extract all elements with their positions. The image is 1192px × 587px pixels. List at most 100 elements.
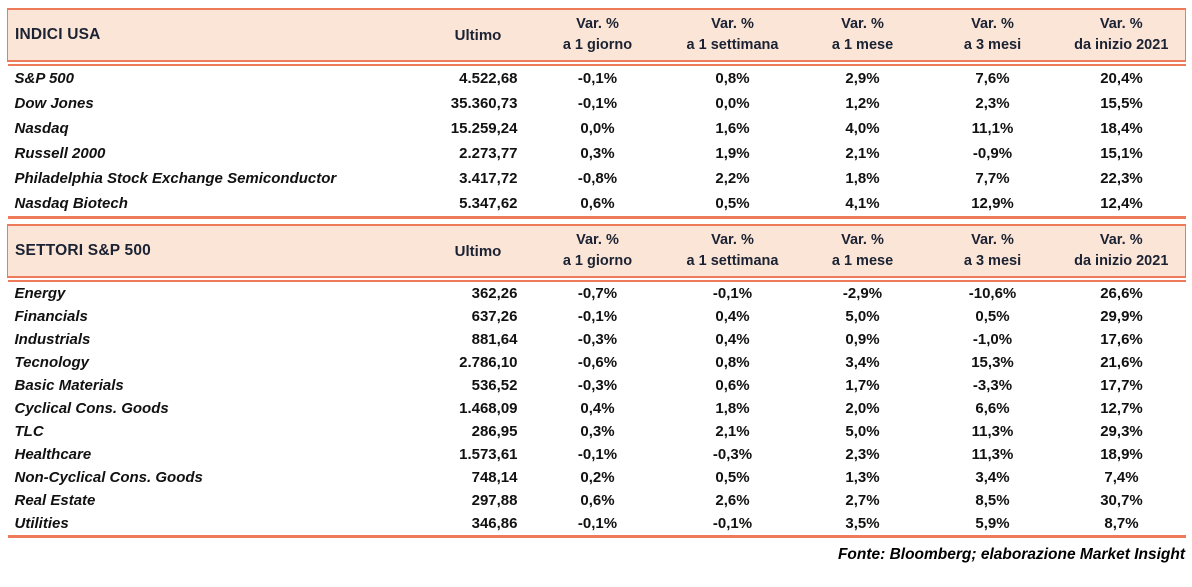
- col-header-var-1-settimana: Var. % a 1 settimana: [667, 8, 798, 62]
- var-cell: -0,3%: [577, 377, 618, 394]
- col-header-var-1-settimana: Var. % a 1 settimana: [667, 224, 798, 278]
- row-name-cell: Financials: [14, 308, 88, 325]
- ultimo-cell: 881,64: [471, 331, 518, 348]
- var-cell: 3,4%: [845, 354, 880, 371]
- ultimo-cell: 346,86: [428, 512, 528, 538]
- var-cell: 0,0%: [715, 95, 750, 112]
- var-cell: 2,6%: [715, 492, 750, 509]
- indici-usa-table: INDICI USA Ultimo Var. % a 1 giorno Var.…: [7, 8, 1186, 219]
- var-cell: -0,1%: [577, 95, 618, 112]
- row-name-cell: Philadelphia Stock Exchange Semiconducto…: [14, 170, 337, 187]
- var-cell: 11,1%: [971, 120, 1014, 137]
- ultimo-cell: 5.347,62: [428, 191, 528, 219]
- table-row: Real Estate 297,88 0,6% 2,6% 2,7% 8,5% 3…: [8, 489, 1186, 512]
- var-cell: -0,7%: [577, 285, 618, 302]
- col-header-line2: a 1 mese: [831, 37, 894, 53]
- col-header-line1: Var. %: [576, 232, 619, 248]
- var-cell: 0,8%: [715, 354, 750, 371]
- ultimo-cell: 1.573,61: [459, 446, 518, 463]
- table-row: Healthcare 1.573,61 -0,1% -0,3% 2,3% 11,…: [8, 443, 1186, 466]
- var-cell: 17,7%: [1100, 377, 1143, 394]
- row-name-cell: Basic Materials: [14, 377, 124, 394]
- col-header-ultimo: Ultimo: [428, 224, 528, 278]
- col-header-line2: a 1 settimana: [686, 37, 779, 53]
- table-row: Cyclical Cons. Goods 1.468,09 0,4% 1,8% …: [8, 397, 1186, 420]
- ultimo-cell: 3.417,72: [459, 170, 518, 187]
- row-name-cell: Nasdaq: [14, 120, 69, 137]
- var-cell: -0,1%: [712, 285, 753, 302]
- var-cell: -0,9%: [972, 145, 1013, 162]
- var-cell: 20,4%: [1100, 70, 1143, 87]
- var-cell: 15,5%: [1100, 95, 1143, 112]
- var-cell: 22,3%: [1100, 170, 1143, 187]
- settori-sp500-table: SETTORI S&P 500 Ultimo Var. % a 1 giorno…: [7, 224, 1186, 538]
- var-cell: 12,4%: [1057, 191, 1186, 219]
- var-cell: -0,6%: [577, 354, 618, 371]
- double-rule: [7, 277, 1186, 282]
- table-row: TLC 286,95 0,3% 2,1% 5,0% 11,3% 29,3%: [8, 420, 1186, 443]
- var-cell: 0,2%: [580, 469, 615, 486]
- row-name-cell: Russell 2000: [14, 145, 106, 162]
- col-header-line1: Var. %: [1099, 16, 1143, 32]
- ultimo-cell: 2.273,77: [459, 145, 518, 162]
- var-cell: -10,6%: [968, 285, 1017, 302]
- indici-usa-header-row: INDICI USA Ultimo Var. % a 1 giorno Var.…: [7, 8, 1186, 62]
- var-cell: 0,5%: [667, 191, 798, 219]
- var-cell: 3,4%: [975, 469, 1010, 486]
- table-row: Tecnology 2.786,10 -0,6% 0,8% 3,4% 15,3%…: [8, 351, 1186, 374]
- table-row: S&P 500 4.522,68 -0,1% 0,8% 2,9% 7,6% 20…: [8, 65, 1186, 91]
- col-header-line1: Var. %: [711, 232, 754, 248]
- var-cell: 7,4%: [1104, 469, 1139, 486]
- var-cell: 0,5%: [715, 469, 750, 486]
- table-row: Basic Materials 536,52 -0,3% 0,6% 1,7% -…: [8, 374, 1186, 397]
- var-cell: 0,3%: [580, 423, 615, 440]
- table-row: Financials 637,26 -0,1% 0,4% 5,0% 0,5% 2…: [8, 305, 1186, 328]
- var-cell: 29,3%: [1100, 423, 1143, 440]
- var-cell: 21,6%: [1100, 354, 1143, 371]
- var-cell: 0,9%: [845, 331, 880, 348]
- col-header-line1: Var. %: [1099, 232, 1143, 248]
- var-cell: 2,9%: [845, 70, 880, 87]
- var-cell: 15,3%: [971, 354, 1014, 371]
- col-header-var-3-mesi: Var. % a 3 mesi: [927, 8, 1058, 62]
- source-note: Fonte: Bloomberg; elaborazione Market In…: [837, 546, 1185, 563]
- var-cell: 0,6%: [715, 377, 750, 394]
- table-row: Nasdaq 15.259,24 0,0% 1,6% 4,0% 11,1% 18…: [8, 116, 1186, 141]
- col-header-line1: Var. %: [971, 16, 1014, 32]
- col-header-var-3-mesi: Var. % a 3 mesi: [927, 224, 1058, 278]
- var-cell: 11,3%: [971, 446, 1014, 463]
- col-header-var-1-mese: Var. % a 1 mese: [797, 224, 928, 278]
- var-cell: 12,9%: [927, 191, 1058, 219]
- col-header-var-1-mese: Var. % a 1 mese: [797, 8, 928, 62]
- var-cell: 6,6%: [975, 400, 1010, 417]
- var-cell: -0,3%: [712, 446, 753, 463]
- col-header-line1: Var. %: [971, 232, 1014, 248]
- col-header-line2: a 1 giorno: [562, 253, 633, 269]
- var-cell: 1,7%: [845, 377, 880, 394]
- col-header-line1: Var. %: [576, 16, 619, 32]
- var-cell: 7,6%: [975, 70, 1010, 87]
- var-cell: 29,9%: [1100, 308, 1143, 325]
- row-name-cell: Cyclical Cons. Goods: [14, 400, 169, 417]
- var-cell: 5,0%: [845, 423, 880, 440]
- ultimo-cell: 362,26: [471, 285, 518, 302]
- col-header-var-1-giorno: Var. % a 1 giorno: [527, 224, 668, 278]
- var-cell: 0,3%: [580, 145, 615, 162]
- var-cell: 4,1%: [797, 191, 928, 219]
- col-header-var-inizio-2021: Var. % da inizio 2021: [1057, 8, 1186, 62]
- var-cell: 1,8%: [845, 170, 880, 187]
- table-row: Energy 362,26 -0,7% -0,1% -2,9% -10,6% 2…: [8, 281, 1186, 305]
- var-cell: 2,7%: [845, 492, 880, 509]
- var-cell: -1,0%: [972, 331, 1013, 348]
- var-cell: 3,5%: [797, 512, 928, 538]
- var-cell: 5,9%: [927, 512, 1058, 538]
- row-name-cell: Industrials: [14, 331, 91, 348]
- col-header-line1: Var. %: [841, 232, 884, 248]
- double-rule: [7, 61, 1186, 66]
- var-cell: 1,3%: [845, 469, 880, 486]
- ultimo-cell: 536,52: [471, 377, 518, 394]
- row-name-cell: TLC: [14, 423, 44, 440]
- col-header-line1: Var. %: [711, 16, 754, 32]
- row-name-cell: S&P 500: [14, 70, 74, 87]
- row-name-cell: Energy: [14, 285, 66, 302]
